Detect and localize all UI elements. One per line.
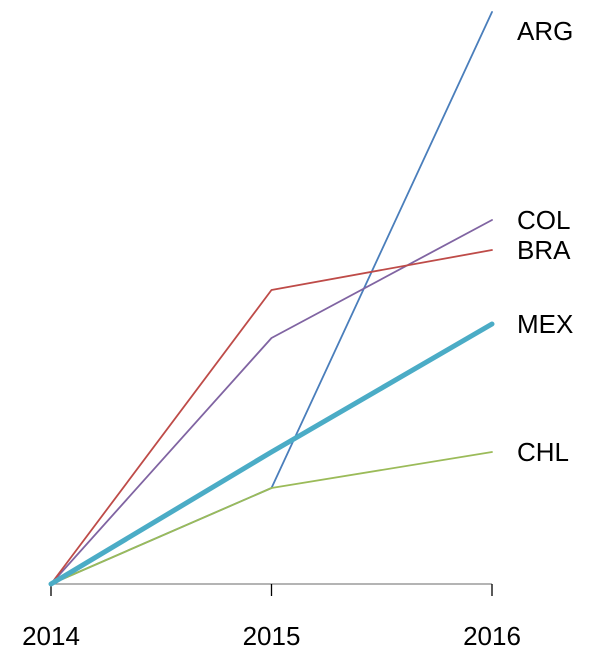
series-line-chl — [50, 451, 493, 585]
series-line-arg — [50, 11, 493, 585]
series-line-mex — [48, 321, 495, 587]
x-axis: 2014 2015 2016 — [22, 583, 521, 647]
series-line-bra — [50, 249, 493, 585]
series-label-bra: BRA — [517, 235, 571, 265]
series-label-col: COL — [517, 205, 570, 235]
series-label-mex: MEX — [517, 309, 573, 339]
series-label-chl: CHL — [517, 437, 569, 467]
x-tick-label: 2016 — [463, 621, 521, 647]
x-tick-label: 2015 — [243, 621, 301, 647]
series-line-col — [50, 219, 493, 585]
series-label-arg: ARG — [517, 16, 573, 46]
x-tick-label: 2014 — [22, 621, 80, 647]
series-lines — [48, 11, 495, 587]
